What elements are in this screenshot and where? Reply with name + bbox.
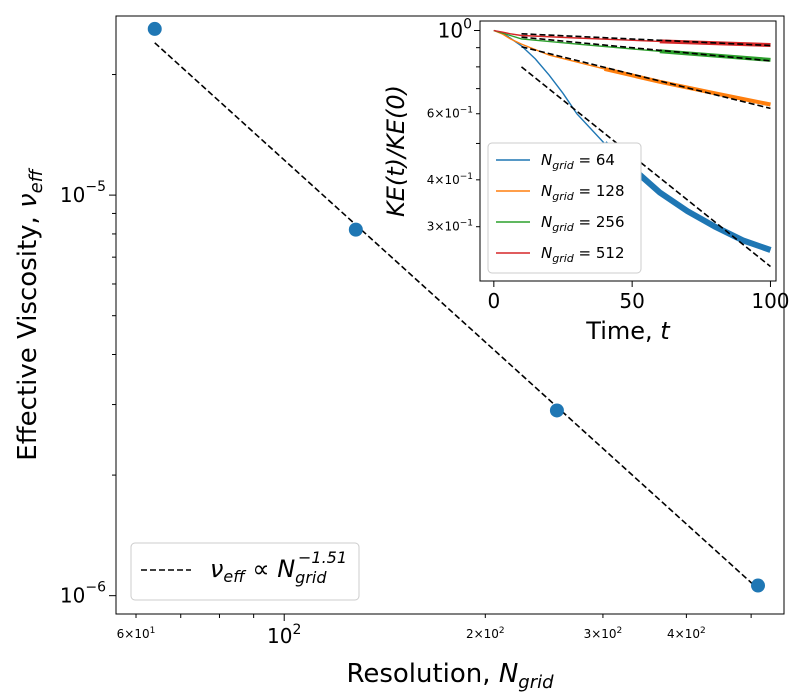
main-data-point xyxy=(147,21,162,36)
legend-value: = 256 xyxy=(574,213,625,231)
tick-exp: 1 xyxy=(150,626,156,636)
tick-exp: −1 xyxy=(460,172,473,182)
main-y-tick-label: 10−5 xyxy=(60,179,106,207)
tick-mantissa: 2×10 xyxy=(466,627,499,641)
legend-value: = 512 xyxy=(574,244,625,262)
legend-subscript: grid xyxy=(552,190,575,203)
tick-exp: −6 xyxy=(85,580,106,596)
inset-x-tick-label: 100 xyxy=(751,289,789,313)
inset-legend-label-128: Ngrid = 128 xyxy=(541,182,625,203)
main-legend-exponent: −1.51 xyxy=(298,548,347,567)
main-data-point xyxy=(549,403,564,418)
tick-mantissa: 6×10 xyxy=(117,627,150,641)
inset-x-tick-label: 0 xyxy=(487,289,500,313)
legend-value: = 64 xyxy=(574,151,615,169)
legend-subscript: eff xyxy=(223,567,247,586)
main-data-point xyxy=(348,222,363,237)
legend-symbol: N xyxy=(541,151,552,169)
main-y-axis-label: Effective Viscosity, νeff xyxy=(13,167,47,460)
inset-y-minor-label: 4×10−1 xyxy=(427,172,473,187)
main-data-point xyxy=(751,578,766,593)
label-text: Effective Viscosity, xyxy=(13,208,43,461)
tick-exp: −1 xyxy=(460,106,473,116)
main-x-minor-label: 2×102 xyxy=(466,626,505,641)
legend-symbol: N xyxy=(541,213,552,231)
inset-fit-line xyxy=(521,32,771,47)
tick-base: 10 xyxy=(267,624,292,648)
label-text: Time, xyxy=(585,317,660,345)
inset-y-minor-label: 6×10−1 xyxy=(427,106,473,121)
tick-mantissa: 3×10 xyxy=(427,220,460,234)
tick-mantissa: 6×10 xyxy=(427,107,460,121)
inset-legend-label-256: Ngrid = 256 xyxy=(541,213,625,234)
main-x-minor-label: 4×102 xyxy=(667,626,706,641)
label-symbol: N xyxy=(499,659,518,689)
inset-fit-line xyxy=(520,66,771,268)
legend-symbol: N xyxy=(541,182,552,200)
label-text: Resolution, xyxy=(346,659,498,689)
tick-exp: 2 xyxy=(499,626,505,636)
label-symbol: ν xyxy=(13,193,43,208)
tick-base: 10 xyxy=(60,584,85,608)
inset-fit-line xyxy=(521,45,771,110)
inset-x-axis-label: Time, t xyxy=(585,317,671,345)
label-subscript: eff xyxy=(26,167,47,193)
tick-exp: 0 xyxy=(463,16,472,32)
main-x-axis-label: Resolution, Ngrid xyxy=(346,659,554,693)
inset-y-axis-label: KE(t)/KE(0) xyxy=(382,85,410,217)
tick-mantissa: 4×10 xyxy=(427,173,460,187)
tick-exp: 2 xyxy=(292,622,301,638)
tick-exp: 2 xyxy=(617,626,623,636)
tick-base: 10 xyxy=(60,183,85,207)
tick-exp: 2 xyxy=(700,626,706,636)
tick-base: 10 xyxy=(438,18,463,42)
tick-mantissa: 3×10 xyxy=(584,627,617,641)
inset-legend-label-512: Ngrid = 512 xyxy=(541,244,625,265)
inset-y-tick-label: 100 xyxy=(438,16,472,42)
main-fit-line xyxy=(154,42,759,590)
legend-subscript: grid xyxy=(552,221,575,234)
main-y-tick-label: 10−6 xyxy=(60,580,106,608)
tick-exp: −5 xyxy=(85,179,106,195)
inset-x-tick-label: 50 xyxy=(619,289,644,313)
inset-series-band-128 xyxy=(604,66,771,107)
main-legend: νeff ∝ Ngrid−1.51 xyxy=(130,542,360,601)
legend-n: N xyxy=(277,555,295,583)
inset-legend-box xyxy=(487,142,642,274)
legend-symbol: N xyxy=(541,244,552,262)
main-x-minor-label: 3×102 xyxy=(584,626,623,641)
legend-subscript: grid xyxy=(552,252,575,265)
label-symbol: t xyxy=(660,317,671,345)
tick-exp: −1 xyxy=(460,219,473,229)
inset-y-minor-label: 3×10−1 xyxy=(427,219,473,234)
main-x-minor-label: 6×101 xyxy=(117,626,156,641)
legend-value: = 128 xyxy=(574,182,625,200)
legend-subscript: grid xyxy=(552,159,575,172)
legend-symbol: ν xyxy=(210,555,223,583)
tick-mantissa: 4×10 xyxy=(667,627,700,641)
inset-legend-label-64: Ngrid = 64 xyxy=(541,151,615,172)
label-subscript: grid xyxy=(518,672,554,693)
legend-n-subscript: grid xyxy=(295,568,327,587)
main-legend-label: νeff ∝ Ngrid xyxy=(210,555,327,587)
main-x-tick-label: 102 xyxy=(267,622,301,648)
main-legend-box xyxy=(130,542,360,601)
inset-fit-line xyxy=(521,36,771,62)
legend-operator: ∝ xyxy=(245,555,277,583)
